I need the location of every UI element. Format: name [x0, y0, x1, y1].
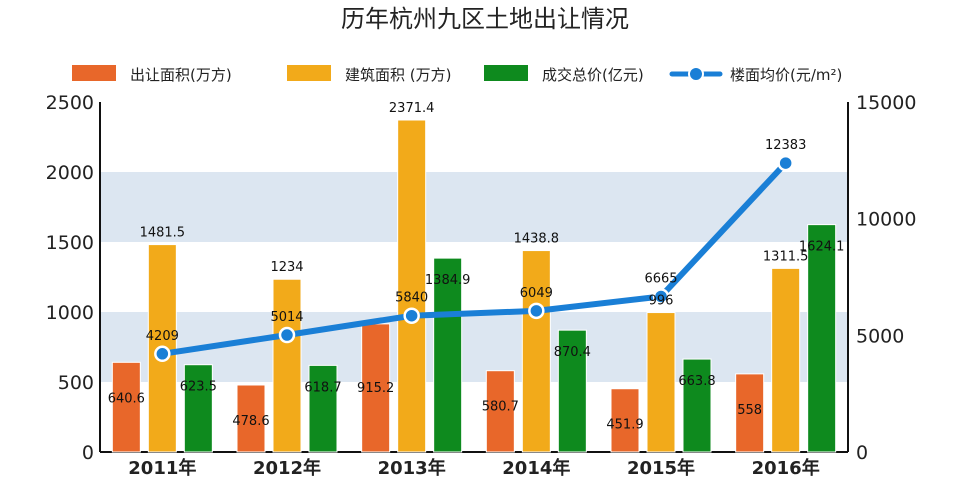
- bar: [735, 373, 765, 453]
- legend-label: 出让面积(万方): [130, 66, 232, 84]
- y-left-tick-label: 1500: [46, 232, 94, 254]
- legend-label: 成交总价(亿元): [542, 66, 644, 84]
- bar-value-label: 623.5: [180, 380, 217, 395]
- bar: [646, 312, 676, 453]
- bar-value-label: 618.7: [304, 380, 341, 395]
- bar: [272, 278, 302, 453]
- axes: 0 500 1000 1500 2000 2500 0 5000 10000 15000 2011年…: [46, 92, 917, 479]
- bar-value-label: 451.9: [606, 418, 643, 433]
- legend-swatch: [72, 65, 116, 81]
- x-tick-label: 2016年: [752, 457, 820, 479]
- price-line-path: [159, 160, 789, 357]
- bar: [397, 119, 427, 453]
- line-point: [652, 288, 670, 305]
- y-right-tick-label: 0: [856, 442, 868, 464]
- bar-value-label: 1624.1: [799, 240, 845, 255]
- bar-value-label: 1481.5: [140, 226, 186, 241]
- bar-value-label: 478.6: [232, 414, 269, 429]
- x-tick-label: 2015年: [627, 457, 695, 479]
- line-value-label: 5014: [270, 310, 303, 325]
- grid-band: [100, 172, 848, 242]
- bar-value-label: 640.6: [108, 391, 145, 406]
- bar-value-label: 2371.4: [389, 101, 435, 116]
- line-point: [154, 345, 171, 363]
- bar: [771, 267, 801, 453]
- line-value-label: 12383: [765, 138, 806, 153]
- x-tick-label: 2011年: [128, 457, 196, 479]
- line-point: [528, 302, 545, 320]
- bar: [557, 329, 587, 453]
- price-line: [154, 154, 794, 363]
- bars: [111, 119, 837, 453]
- grid-bands: [100, 172, 848, 382]
- bar-value-label: 870.4: [554, 345, 591, 360]
- y-left-tick-label: 2000: [46, 162, 94, 184]
- bar: [485, 370, 515, 453]
- y-right-tick-label: 10000: [856, 209, 916, 231]
- bar: [361, 323, 391, 453]
- line-value-label: 4209: [146, 329, 179, 344]
- legend-swatch-dot: [688, 66, 704, 82]
- y-left-tick-label: 500: [58, 372, 94, 394]
- bar-value-label: 558: [737, 403, 762, 418]
- chart-title: 历年杭州九区土地出让情况: [341, 5, 629, 33]
- bar-value-label: 996: [649, 294, 674, 309]
- bar: [807, 224, 837, 453]
- x-tick-label: 2014年: [502, 457, 570, 479]
- legend-swatch: [484, 65, 528, 81]
- bar-value-label: 1311.5: [763, 249, 809, 264]
- bar: [183, 364, 213, 453]
- bar-value-label: 580.7: [482, 400, 519, 415]
- bar: [521, 250, 551, 453]
- data-labels: 640.6 478.6 915.2 580.7 451.9 558 1481.5 1234 23…: [108, 101, 845, 433]
- legend-label: 建筑面积 (万方): [345, 66, 451, 84]
- y-left-tick-label: 2500: [46, 92, 94, 114]
- y-left-tick-label: 1000: [46, 302, 94, 324]
- bar-value-label: 915.2: [357, 381, 394, 396]
- legend-swatch: [287, 65, 331, 81]
- bar-value-label: 1384.9: [425, 273, 471, 288]
- line-point: [278, 326, 296, 344]
- bar-value-label: 663.8: [678, 374, 715, 389]
- line-point: [777, 154, 794, 172]
- bar: [433, 257, 463, 453]
- bar: [682, 358, 712, 453]
- bar: [610, 388, 640, 453]
- bar: [308, 364, 338, 453]
- line-value-label: 6049: [520, 286, 553, 301]
- y-right-tick-label: 15000: [856, 92, 916, 114]
- bar: [236, 384, 266, 453]
- bar-value-label: 1438.8: [514, 232, 560, 247]
- legend-label: 楼面均价(元/m²): [730, 66, 842, 84]
- y-left-tick-label: 0: [82, 442, 94, 464]
- x-tick-label: 2013年: [378, 457, 446, 479]
- line-value-label: 6665: [644, 271, 677, 286]
- line-point: [403, 307, 420, 324]
- line-value-label: 5840: [395, 291, 428, 306]
- y-right-tick-label: 5000: [856, 325, 904, 347]
- bar: [111, 361, 141, 453]
- legend: 出让面积(万方) 建筑面积 (万方) 成交总价(亿元) 楼面均价(元/m²): [72, 65, 842, 84]
- bar-value-label: 1234: [270, 260, 303, 275]
- x-tick-label: 2012年: [253, 457, 321, 479]
